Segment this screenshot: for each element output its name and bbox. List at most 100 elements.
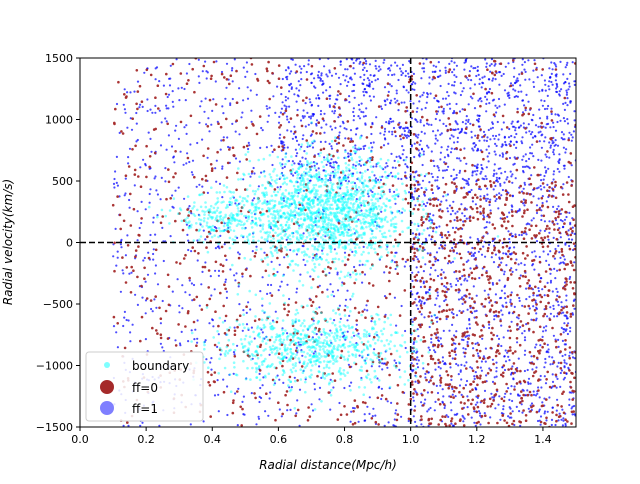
- point-ff1: [358, 264, 361, 267]
- point-ff0: [463, 169, 467, 173]
- point-ff1: [347, 176, 350, 179]
- point-ff1: [234, 157, 238, 160]
- point-ff1: [295, 139, 299, 142]
- point-ff0: [423, 285, 427, 289]
- point-ff1: [491, 396, 494, 399]
- point-ff0: [541, 404, 545, 408]
- point-boundary: [374, 251, 377, 254]
- point-ff0: [224, 314, 228, 318]
- point-ff1: [396, 99, 399, 102]
- point-ff1: [174, 129, 177, 132]
- point-ff0: [463, 208, 467, 211]
- point-ff1: [443, 406, 446, 410]
- point-boundary: [279, 244, 283, 247]
- point-ff1: [505, 253, 508, 256]
- point-ff1: [255, 423, 258, 426]
- point-ff0: [417, 208, 420, 211]
- point-ff1: [465, 208, 468, 211]
- point-boundary: [351, 292, 355, 296]
- point-ff1: [354, 164, 357, 167]
- point-ff1: [290, 386, 293, 389]
- point-ff1: [437, 106, 441, 109]
- point-ff0: [572, 218, 575, 221]
- point-ff0: [535, 410, 539, 414]
- point-ff0: [528, 390, 532, 394]
- point-ff0: [210, 74, 213, 78]
- point-ff1: [546, 183, 549, 186]
- point-ff0: [133, 173, 137, 176]
- point-ff0: [495, 282, 499, 285]
- point-ff1: [498, 177, 501, 180]
- point-ff1: [253, 213, 257, 216]
- point-ff1: [297, 207, 300, 210]
- point-ff1: [479, 414, 482, 417]
- point-ff1: [503, 103, 506, 106]
- point-ff0: [553, 384, 556, 388]
- point-ff1: [395, 92, 398, 95]
- point-ff1: [446, 91, 449, 94]
- point-ff0: [384, 397, 388, 401]
- point-ff1: [416, 107, 419, 110]
- point-ff1: [186, 152, 189, 155]
- point-ff0: [480, 302, 484, 306]
- point-ff1: [146, 109, 149, 113]
- point-ff1: [234, 279, 237, 282]
- point-ff0: [497, 249, 501, 253]
- point-ff1: [456, 157, 459, 160]
- point-ff0: [165, 197, 168, 201]
- point-ff1: [485, 221, 489, 224]
- point-ff1: [506, 329, 510, 332]
- point-ff1: [563, 138, 566, 141]
- point-ff1: [528, 223, 531, 226]
- point-ff0: [545, 378, 548, 381]
- point-ff1: [571, 356, 575, 359]
- point-ff0: [154, 96, 157, 99]
- point-ff1: [299, 273, 302, 276]
- point-ff0: [421, 221, 425, 224]
- point-ff0: [412, 392, 415, 395]
- point-ff0: [395, 418, 399, 422]
- point-ff1: [301, 137, 304, 141]
- point-ff1: [222, 136, 225, 139]
- point-ff1: [329, 162, 332, 165]
- point-ff1: [469, 95, 472, 98]
- point-ff1: [523, 104, 526, 107]
- point-ff1: [197, 75, 200, 78]
- point-ff1: [144, 299, 148, 302]
- point-ff1: [534, 346, 537, 349]
- point-ff0: [336, 136, 340, 139]
- point-ff1: [156, 214, 159, 217]
- point-ff1: [535, 211, 539, 215]
- point-ff1: [495, 176, 498, 179]
- point-ff1: [351, 90, 354, 93]
- point-ff1: [334, 160, 337, 163]
- point-ff0: [473, 300, 476, 304]
- point-ff0: [143, 277, 146, 281]
- point-ff1: [215, 159, 218, 162]
- point-ff0: [485, 231, 488, 234]
- point-ff0: [498, 196, 501, 200]
- point-ff1: [180, 330, 183, 333]
- point-ff0: [530, 287, 533, 290]
- point-ff1: [383, 99, 386, 102]
- point-ff1: [501, 155, 504, 158]
- point-ff0: [177, 323, 180, 326]
- point-ff1: [232, 372, 235, 375]
- point-ff1: [377, 69, 380, 72]
- point-ff1: [493, 169, 496, 172]
- point-ff1: [368, 396, 371, 399]
- point-ff0: [313, 340, 316, 343]
- point-ff1: [565, 315, 568, 318]
- point-ff0: [532, 404, 535, 408]
- point-ff0: [419, 375, 422, 378]
- point-ff1: [238, 160, 241, 163]
- point-ff1: [443, 285, 446, 288]
- point-ff0: [471, 398, 475, 402]
- point-ff1: [508, 311, 511, 314]
- point-boundary: [424, 187, 428, 190]
- point-ff1: [568, 351, 572, 354]
- point-ff1: [362, 111, 365, 114]
- point-ff1: [400, 73, 403, 77]
- point-ff1: [503, 135, 506, 138]
- point-ff1: [451, 323, 454, 326]
